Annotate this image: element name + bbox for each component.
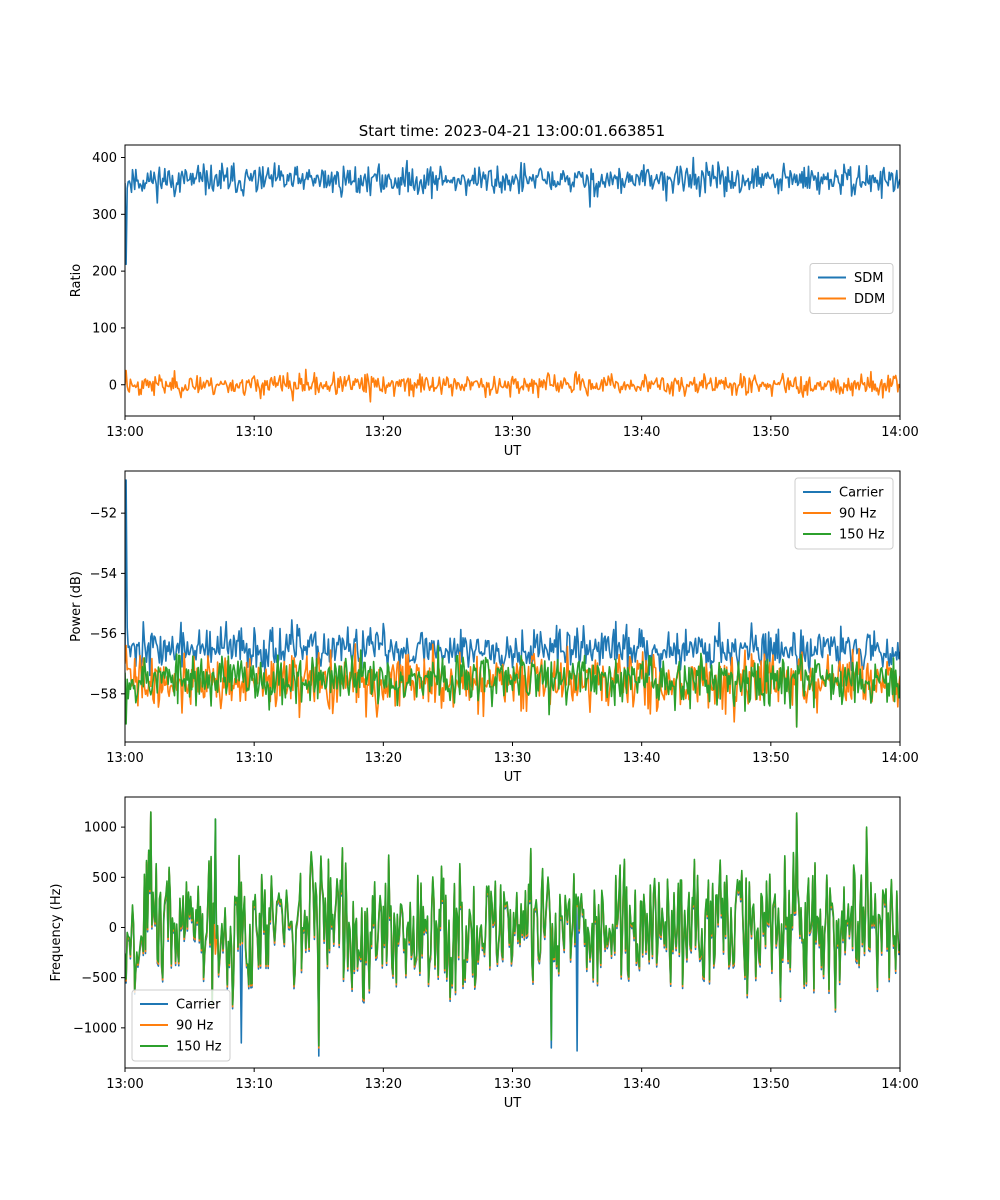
legend-label: SDM [854,271,883,286]
legend-label: DDM [854,292,885,307]
y-tick-label: 0 [109,378,117,393]
y-tick-label: 300 [92,208,117,223]
y-axis-label: Ratio [69,264,84,297]
y-tick-label: −1000 [73,1021,117,1036]
series-line-150-hz [125,645,900,728]
y-tick-label: −500 [81,971,117,986]
x-tick-label: 13:50 [752,751,789,766]
x-tick-label: 14:00 [881,751,918,766]
x-tick-label: 14:00 [881,1077,918,1092]
y-axis-label: Power (dB) [69,571,84,642]
x-tick-label: 14:00 [881,425,918,440]
legend-label: Carrier [176,998,221,1013]
y-tick-label: 500 [92,871,117,886]
series-group [125,156,900,403]
x-tick-label: 13:10 [235,425,272,440]
series-line-sdm [125,156,900,266]
x-axis-label: UT [504,444,522,459]
x-tick-label: 13:10 [235,1077,272,1092]
y-tick-label: 400 [92,151,117,166]
x-axis-label: UT [504,770,522,785]
x-tick-label: 13:50 [752,425,789,440]
panels: 13:00 13:10 13:20 13:30 13:40 13:50 14:00 UT 0 10… [49,144,919,1111]
y-tick-label: 1000 [84,821,117,836]
x-tick-label: 13:00 [106,1077,143,1092]
series-group [125,479,900,728]
y-axis-label: Frequency (Hz) [49,883,64,981]
chart-panel-1: 13:00 13:10 13:20 13:30 13:40 13:50 14:00 UT 0 10… [69,144,919,459]
x-tick-label: 13:40 [623,751,660,766]
chart-panel-2: 13:00 13:10 13:20 13:30 13:40 13:50 14:00 UT −52… [69,470,919,785]
chart-panel-3: 13:00 13:10 13:20 13:30 13:40 13:50 14:00 UT 100… [49,796,919,1111]
legend-label: 150 Hz [839,528,885,543]
x-tick-label: 13:10 [235,751,272,766]
legend: Carrier 90 Hz 150 Hz [794,477,894,550]
legend-label: 90 Hz [839,507,876,522]
x-tick-label: 13:30 [494,1077,531,1092]
legend-label: 90 Hz [176,1019,213,1034]
y-tick-label: −58 [90,687,117,702]
x-tick-label: 13:40 [623,425,660,440]
legend-box [794,477,894,550]
y-tick-label: −56 [90,627,117,642]
legend: SDM DDM [809,263,894,314]
series-line-carrier [125,479,900,679]
x-axis-label: UT [504,1096,522,1111]
series-line-ddm [125,368,900,403]
x-tick-label: 13:20 [365,751,402,766]
legend: Carrier 90 Hz 150 Hz [131,989,231,1062]
y-tick-label: −54 [90,567,117,582]
x-tick-label: 13:20 [365,425,402,440]
series-line-150-hz [125,811,900,1047]
y-tick-label: 100 [92,321,117,336]
y-tick-label: 200 [92,265,117,280]
series-group [125,811,900,1057]
legend-label: 150 Hz [176,1040,222,1055]
legend-box [809,263,894,314]
x-tick-label: 13:30 [494,425,531,440]
x-tick-label: 13:40 [623,1077,660,1092]
x-tick-label: 13:00 [106,751,143,766]
legend-label: Carrier [839,486,884,501]
y-tick-label: 0 [109,921,117,936]
chart-title: Start time: 2023-04-21 13:00:01.663851 [359,122,665,140]
x-tick-label: 13:50 [752,1077,789,1092]
y-tick-label: −52 [90,507,117,522]
x-tick-label: 13:00 [106,425,143,440]
legend-box [131,989,231,1062]
x-tick-label: 13:30 [494,751,531,766]
x-tick-label: 13:20 [365,1077,402,1092]
